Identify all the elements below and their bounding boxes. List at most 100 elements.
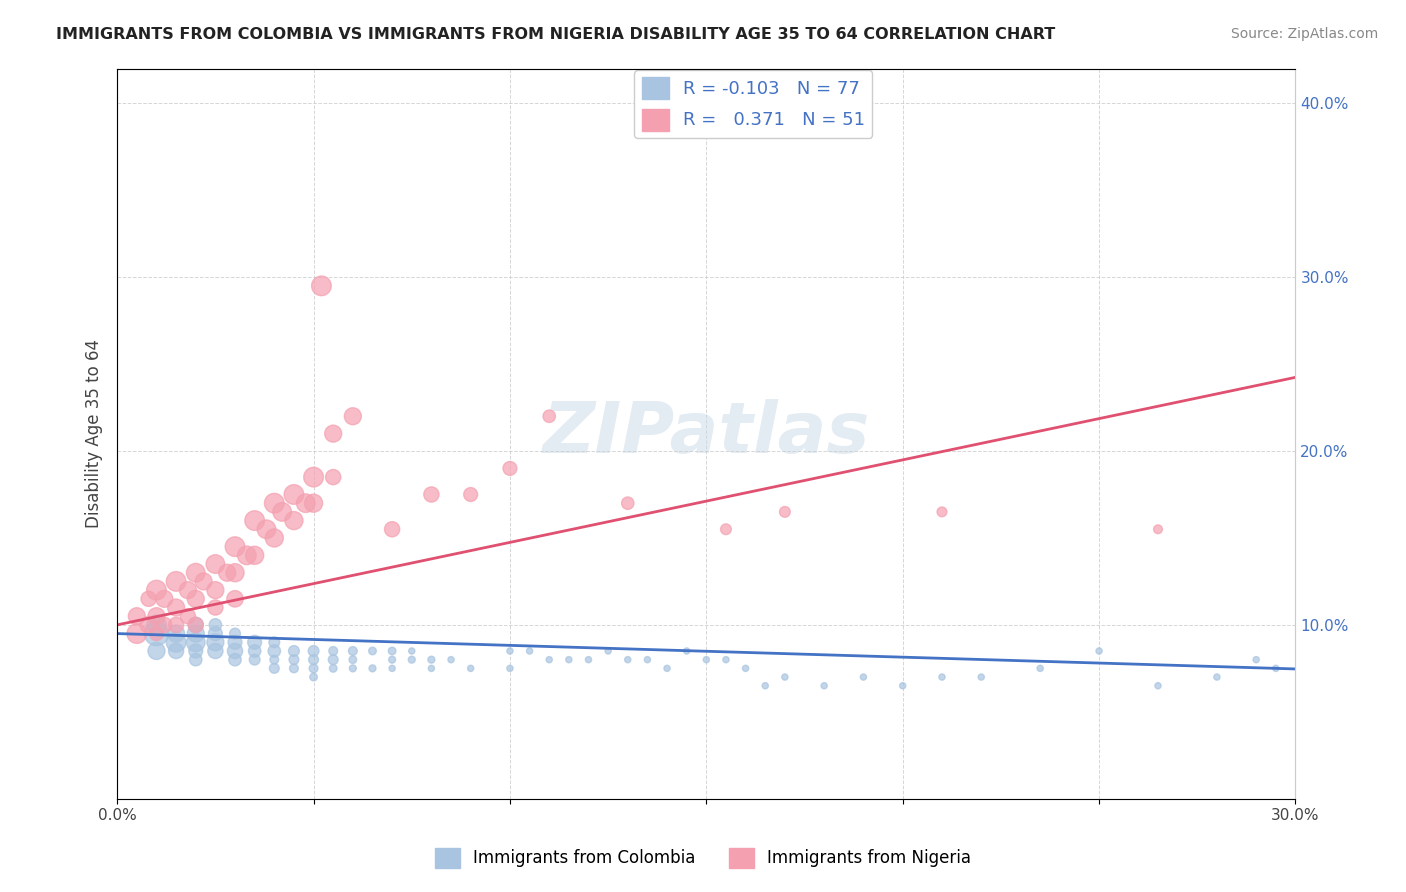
Point	[125, 609, 148, 624]
Point	[184, 618, 207, 632]
Point	[311, 278, 333, 293]
Point	[283, 661, 305, 675]
Point	[852, 670, 875, 684]
Point	[283, 644, 305, 658]
Point	[401, 644, 423, 658]
Point	[224, 540, 246, 554]
Point	[145, 626, 167, 640]
Point	[1206, 670, 1229, 684]
Point	[224, 653, 246, 667]
Point	[675, 644, 697, 658]
Point	[224, 566, 246, 580]
Point	[153, 618, 176, 632]
Point	[184, 644, 207, 658]
Point	[165, 644, 187, 658]
Text: Source: ZipAtlas.com: Source: ZipAtlas.com	[1230, 27, 1378, 41]
Point	[499, 644, 522, 658]
Point	[165, 618, 187, 632]
Point	[243, 635, 266, 649]
Point	[342, 661, 364, 675]
Point	[243, 514, 266, 528]
Point	[224, 635, 246, 649]
Point	[970, 670, 993, 684]
Point	[263, 635, 285, 649]
Point	[294, 496, 316, 510]
Point	[184, 626, 207, 640]
Point	[401, 653, 423, 667]
Point	[271, 505, 294, 519]
Point	[263, 531, 285, 545]
Legend: R = -0.103   N = 77, R =   0.371   N = 51: R = -0.103 N = 77, R = 0.371 N = 51	[634, 70, 873, 137]
Point	[381, 522, 404, 536]
Point	[754, 679, 776, 693]
Point	[381, 653, 404, 667]
Point	[165, 600, 187, 615]
Point	[243, 549, 266, 563]
Point	[381, 644, 404, 658]
Point	[558, 653, 581, 667]
Point	[204, 557, 226, 571]
Point	[1147, 679, 1170, 693]
Point	[184, 635, 207, 649]
Point	[283, 487, 305, 501]
Point	[243, 644, 266, 658]
Point	[184, 653, 207, 667]
Point	[165, 574, 187, 589]
Point	[322, 653, 344, 667]
Point	[302, 470, 325, 484]
Point	[361, 661, 384, 675]
Point	[538, 409, 561, 424]
Point	[322, 661, 344, 675]
Point	[165, 635, 187, 649]
Point	[931, 670, 953, 684]
Point	[714, 653, 737, 667]
Point	[322, 470, 344, 484]
Point	[420, 653, 443, 667]
Point	[204, 618, 226, 632]
Point	[636, 653, 658, 667]
Point	[283, 514, 305, 528]
Legend: Immigrants from Colombia, Immigrants from Nigeria: Immigrants from Colombia, Immigrants fro…	[429, 841, 977, 875]
Point	[145, 626, 167, 640]
Point	[184, 566, 207, 580]
Point	[145, 644, 167, 658]
Point	[204, 600, 226, 615]
Point	[322, 644, 344, 658]
Point	[734, 661, 756, 675]
Point	[813, 679, 835, 693]
Y-axis label: Disability Age 35 to 64: Disability Age 35 to 64	[86, 339, 103, 528]
Point	[283, 653, 305, 667]
Point	[1147, 522, 1170, 536]
Point	[302, 644, 325, 658]
Point	[254, 522, 277, 536]
Point	[499, 461, 522, 475]
Point	[499, 661, 522, 675]
Point	[931, 505, 953, 519]
Point	[322, 426, 344, 441]
Point	[460, 661, 482, 675]
Point	[1244, 653, 1267, 667]
Point	[184, 618, 207, 632]
Point	[695, 653, 717, 667]
Text: ZIPatlas: ZIPatlas	[543, 399, 870, 468]
Point	[204, 635, 226, 649]
Point	[217, 566, 239, 580]
Point	[138, 618, 160, 632]
Point	[177, 609, 200, 624]
Point	[204, 626, 226, 640]
Point	[1088, 644, 1111, 658]
Point	[714, 522, 737, 536]
Point	[204, 583, 226, 598]
Point	[381, 661, 404, 675]
Point	[153, 591, 176, 606]
Point	[538, 653, 561, 667]
Point	[243, 653, 266, 667]
Point	[440, 653, 463, 667]
Point	[773, 670, 796, 684]
Point	[1029, 661, 1052, 675]
Point	[342, 644, 364, 658]
Point	[342, 653, 364, 667]
Point	[145, 609, 167, 624]
Point	[224, 591, 246, 606]
Point	[193, 574, 215, 589]
